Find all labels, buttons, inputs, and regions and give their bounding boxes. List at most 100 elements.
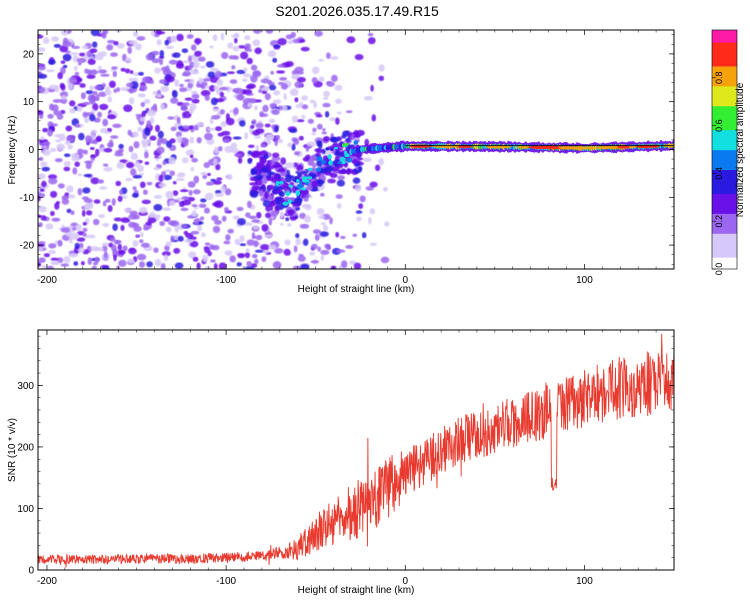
heatmap-cell [38,86,46,94]
heatmap-cell [254,105,258,111]
heatmap-cell [200,198,207,203]
heatmap-cell [294,97,299,103]
heatmap-cell [229,79,238,84]
heatmap-cell [101,83,107,88]
heatmap-cell [270,70,275,75]
colorbar-cell [712,229,737,234]
heatmap-cell [190,44,197,51]
heatmap-cell [132,131,139,138]
heatmap-cell [129,70,134,75]
heatmap-cell [64,140,71,146]
heatmap-cell [273,173,279,181]
colorbar-cell [712,209,737,214]
heatmap-cell [99,128,108,134]
heatmap-cell [46,69,55,73]
heatmap-cell [165,226,172,233]
heatmap-cell [287,40,295,44]
heatmap-cell [190,166,195,172]
heatmap-cell [233,32,240,38]
heatmap-cell [284,196,290,201]
heatmap-cell [189,103,197,111]
colorbar-cell [712,141,737,147]
heatmap-cell [317,246,322,252]
heatmap-cell [130,168,137,176]
heatmap-cell [335,231,340,238]
heatmap-cell [219,91,225,97]
heatmap-cell [342,130,350,137]
heatmap-cell [242,78,248,83]
heatmap-cell [261,224,269,232]
snr-y-tick-label: 200 [17,442,34,453]
heatmap-cell [89,85,95,91]
heatmap-cell [299,101,304,107]
heatmap-cell [58,133,66,141]
heatmap-cell [211,115,221,120]
heatmap-cell [234,238,241,246]
heatmap-cell [293,138,300,145]
heatmap-cell [335,117,340,125]
colorbar-cell [712,105,737,111]
colorbar-cell [712,157,737,163]
heatmap-cell [82,232,87,237]
heatmap-cell [335,194,343,200]
heatmap-cell [155,93,163,99]
heatmap-cell [107,205,113,212]
heatmap-cell [307,167,313,171]
heatmap-cell [252,130,261,136]
heatmap-cell [40,136,45,141]
colorbar-cell [712,249,737,254]
heatmap-cell [322,225,329,232]
heatmap-cell [253,225,259,230]
heatmap-cell [274,248,284,254]
heatmap-cell [102,163,109,167]
heatmap-x-tick-label: -100 [216,275,236,286]
heatmap-cell [66,208,72,214]
colorbar-cell [712,153,737,159]
colorbar-cell [712,173,737,178]
heatmap-cell [517,145,531,149]
colorbar-cell [712,261,737,266]
heatmap-cell [168,156,177,165]
colorbar-cell [712,185,737,190]
colorbar-cell [712,165,737,171]
heatmap-cell [207,250,212,257]
heatmap-cell [114,152,124,157]
colorbar-cell [712,89,737,95]
heatmap-cell [354,184,362,192]
heatmap-cell [158,155,163,159]
heatmap-cell [306,141,316,147]
heatmap-cell [126,88,135,93]
heatmap-cell [165,76,175,83]
heatmap-cell [38,156,44,161]
heatmap-cell [57,183,65,189]
heatmap-cell [130,152,138,160]
heatmap-cell [168,59,178,65]
heatmap-cell [268,218,273,226]
heatmap-cell [334,146,338,150]
heatmap-cell [132,186,137,191]
heatmap-cell [183,230,189,236]
colorbar-cell [712,85,737,91]
heatmap-cell [295,238,301,246]
colorbar-cell [712,189,737,194]
colorbar-cell [712,205,737,210]
heatmap-cell [245,212,251,218]
heatmap-cell [322,128,326,132]
heatmap-cell [118,143,124,150]
heatmap-cell [367,32,374,37]
heatmap-cell [224,145,234,153]
heatmap-cell [159,220,166,227]
heatmap-cell [109,80,116,88]
heatmap-cell [341,260,348,268]
heatmap-cell [266,160,272,164]
heatmap-cell [141,76,151,84]
heatmap-cell [361,232,367,239]
heatmap-cell [188,251,197,259]
heatmap-cell [82,45,89,50]
heatmap-cell [265,30,274,34]
heatmap-cell [260,78,270,84]
heatmap-cell [281,184,289,190]
heatmap-cell [214,70,222,79]
heatmap-cell [194,50,202,57]
heatmap-cell [649,144,660,148]
